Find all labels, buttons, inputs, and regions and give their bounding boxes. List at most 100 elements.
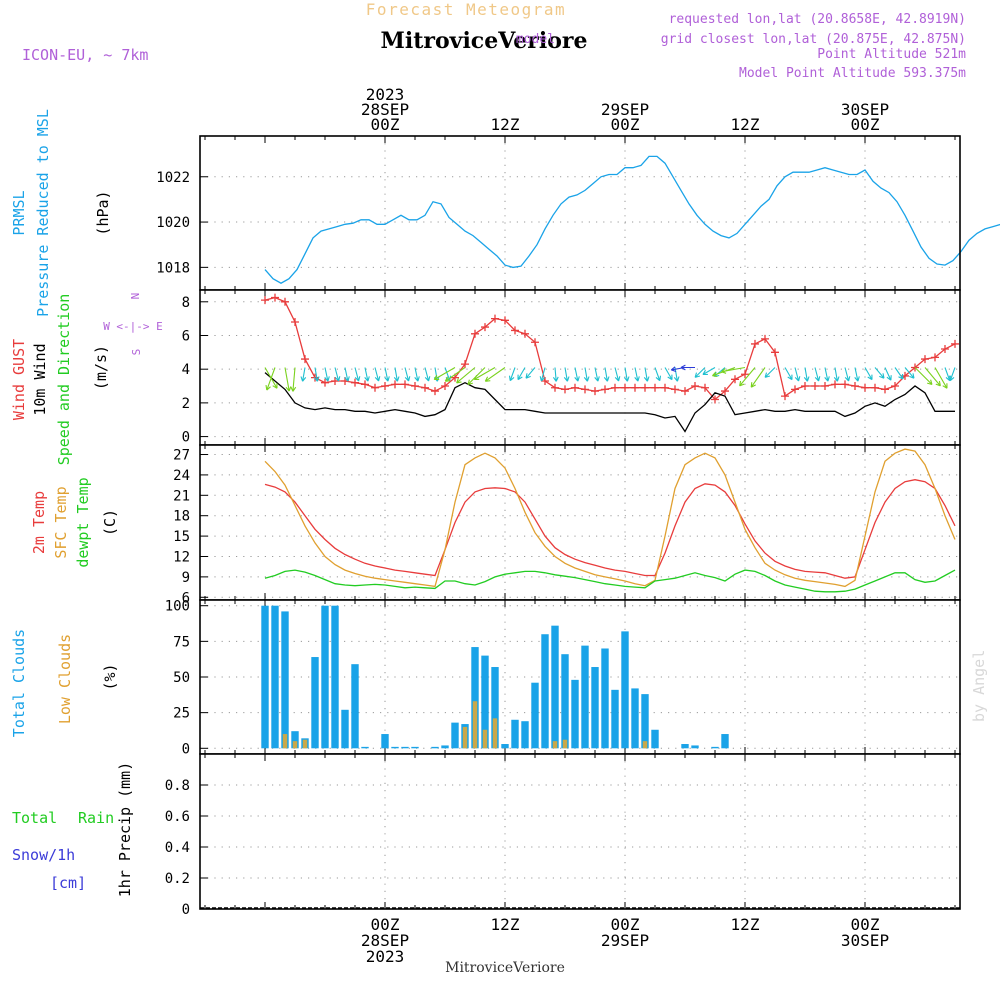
bottom-time-label: 2023	[366, 947, 405, 966]
panel-clouds: 0 25 50 75 100 Total Clouds Low Clouds (%)	[10, 599, 961, 757]
total-rain-label-a: Total	[12, 809, 57, 827]
gust-marker	[481, 323, 489, 332]
wind-direction-arrow	[884, 367, 892, 381]
total-cloud-bar	[381, 734, 389, 749]
compass-n: N	[129, 293, 142, 300]
wind-direction-arrow	[265, 367, 276, 391]
gust-marker	[301, 355, 309, 364]
point-altitude: Point Altitude 521m	[817, 47, 966, 62]
panel-temperature: 6 9 12 15 18 21 24 27 2m Temp SFC Temp dewpt Temp (…	[30, 444, 961, 606]
total-cloud-bar	[481, 655, 489, 749]
gust-marker	[441, 382, 449, 391]
gust-marker	[721, 387, 729, 396]
wind-direction-arrow	[364, 367, 370, 382]
gust-marker	[951, 339, 959, 348]
gust-marker	[331, 376, 339, 385]
wind-direction-arrow	[824, 367, 830, 382]
bottom-time-label: 00Z	[371, 915, 400, 934]
gust-marker	[921, 355, 929, 364]
total-cloud-bar	[631, 688, 639, 749]
temp-dewpt-label: dewpt Temp	[74, 477, 92, 567]
wind-direction-arrow	[334, 367, 341, 382]
2m-temp-line	[264, 479, 956, 579]
low-cloud-bar	[492, 718, 498, 749]
forecast-meteogram-title: Forecast Meteogram	[366, 0, 566, 19]
total-cloud-bar	[711, 746, 719, 749]
total-cloud-bar	[441, 745, 449, 749]
wind-direction-arrow	[539, 367, 546, 382]
total-cloud-bar	[281, 611, 289, 749]
total-cloud-bar	[541, 634, 549, 749]
wind-speed-direction-label: Speed and Direction	[55, 294, 73, 466]
total-cloud-bar	[271, 605, 279, 749]
wind-direction-arrow	[508, 367, 516, 382]
total-rain-label-b: Rain	[78, 809, 114, 827]
wind-direction-arrow	[404, 367, 411, 382]
gust-marker	[571, 383, 579, 392]
top-time-label: 12Z	[491, 115, 520, 134]
total-cloud-bar	[341, 709, 349, 749]
wind-direction-arrow	[456, 367, 476, 384]
total-cloud-bar	[521, 721, 529, 749]
watermark: by Angel	[970, 650, 988, 722]
top-time-label: 30SEP	[841, 100, 889, 119]
bottom-time-label: 12Z	[731, 915, 760, 934]
total-cloud-bar	[551, 625, 559, 749]
wind-direction-arrow	[517, 367, 526, 381]
low-cloud-bar	[302, 739, 308, 749]
top-time-label: 00Z	[371, 115, 400, 134]
wind-direction-arrow	[721, 366, 746, 374]
total-cloud-bar	[351, 664, 359, 749]
pressure-label-prmsl: PRMSL	[10, 190, 28, 235]
wind-direction-arrow	[444, 367, 466, 382]
gust-marker	[751, 339, 759, 348]
gust-marker	[581, 385, 589, 394]
bottom-time-label: 30SEP	[841, 931, 889, 950]
panel-pressure: 1018 1020 1022 PRMSL Pressure Reduced to MSL…	[10, 109, 1000, 317]
footer-station: MitroviceVeriore	[445, 960, 565, 976]
precip-ytick-label: 0.6	[165, 809, 190, 825]
gust-marker	[741, 370, 749, 379]
top-time-label: 29SEP	[601, 100, 649, 119]
gust-marker	[401, 380, 409, 389]
wind-unit-label: (m/s)	[92, 345, 110, 390]
gust-marker	[851, 382, 859, 391]
wind-ytick-label: 6	[182, 328, 190, 344]
gust-marker	[431, 387, 439, 396]
snow-unit-label: [cm]	[50, 874, 86, 892]
requested-location: requested lon,lat (20.8658E, 42.8919N)	[669, 12, 966, 27]
wind-ytick-label: 0	[182, 430, 190, 446]
pressure-label-long: Pressure Reduced to MSL	[34, 109, 52, 317]
clouds-ytick-label: 75	[173, 634, 190, 650]
total-cloud-bar	[331, 605, 339, 749]
total-cloud-bar	[321, 605, 329, 749]
gust-marker	[651, 383, 659, 392]
low-cloud-bar	[472, 701, 478, 749]
wind-gust-label: Wind GUST	[10, 339, 28, 420]
precip-frame	[199, 753, 961, 910]
gust-marker	[761, 334, 769, 343]
low-cloud-bar	[562, 739, 568, 749]
gust-marker	[791, 385, 799, 394]
wind-direction-arrow	[393, 367, 400, 382]
10m-wind-line	[264, 372, 955, 433]
wind-direction-arrow	[904, 367, 915, 379]
dewpt-temp-line	[264, 569, 956, 593]
total-cloud-bar	[391, 746, 399, 749]
bottom-time-label: 12Z	[491, 915, 520, 934]
total-cloud-bar	[571, 679, 579, 749]
low-cloud-bar	[292, 741, 298, 749]
gust-marker	[601, 385, 609, 394]
wind-direction-arrow	[844, 367, 851, 382]
top-time-label: 12Z	[731, 115, 760, 134]
precip-unit-label: 1hr Precip (mm)	[116, 762, 134, 897]
total-cloud-bar	[561, 654, 569, 749]
precip-ytick-label: 0.2	[165, 871, 190, 887]
low-cloud-bar	[282, 734, 288, 749]
gust-marker	[501, 316, 509, 325]
temperature-ytick-label: 15	[173, 529, 190, 545]
gust-marker	[861, 383, 869, 392]
closest-location-prefix: model	[516, 32, 555, 47]
